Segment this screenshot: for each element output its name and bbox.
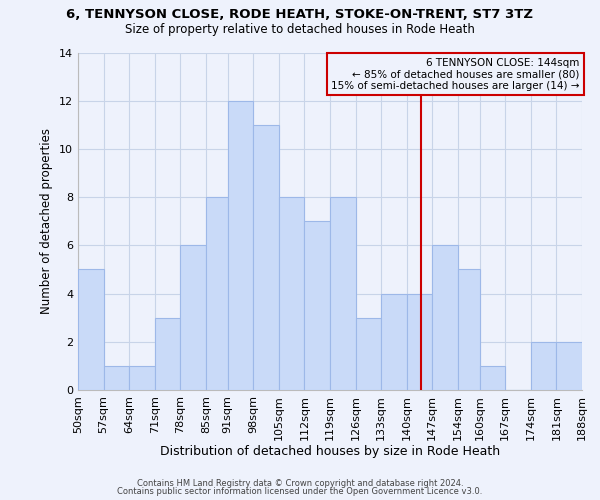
- Text: Contains HM Land Registry data © Crown copyright and database right 2024.: Contains HM Land Registry data © Crown c…: [137, 478, 463, 488]
- Text: 6, TENNYSON CLOSE, RODE HEATH, STOKE-ON-TRENT, ST7 3TZ: 6, TENNYSON CLOSE, RODE HEATH, STOKE-ON-…: [67, 8, 533, 20]
- Y-axis label: Number of detached properties: Number of detached properties: [40, 128, 53, 314]
- Bar: [129, 366, 155, 390]
- Text: Size of property relative to detached houses in Rode Heath: Size of property relative to detached ho…: [125, 22, 475, 36]
- Bar: [458, 270, 480, 390]
- Text: Contains public sector information licensed under the Open Government Licence v3: Contains public sector information licen…: [118, 487, 482, 496]
- Bar: [556, 342, 582, 390]
- Bar: [155, 318, 180, 390]
- Bar: [531, 342, 556, 390]
- Bar: [407, 294, 432, 390]
- Bar: [330, 197, 356, 390]
- Bar: [480, 366, 505, 390]
- Bar: [228, 100, 253, 390]
- Bar: [381, 294, 407, 390]
- Bar: [78, 270, 104, 390]
- Text: 6 TENNYSON CLOSE: 144sqm
← 85% of detached houses are smaller (80)
15% of semi-d: 6 TENNYSON CLOSE: 144sqm ← 85% of detach…: [331, 58, 580, 91]
- Bar: [253, 125, 279, 390]
- Bar: [206, 197, 228, 390]
- Bar: [180, 246, 206, 390]
- Bar: [432, 246, 458, 390]
- X-axis label: Distribution of detached houses by size in Rode Heath: Distribution of detached houses by size …: [160, 446, 500, 458]
- Bar: [356, 318, 381, 390]
- Bar: [104, 366, 129, 390]
- Bar: [279, 197, 304, 390]
- Bar: [304, 222, 330, 390]
